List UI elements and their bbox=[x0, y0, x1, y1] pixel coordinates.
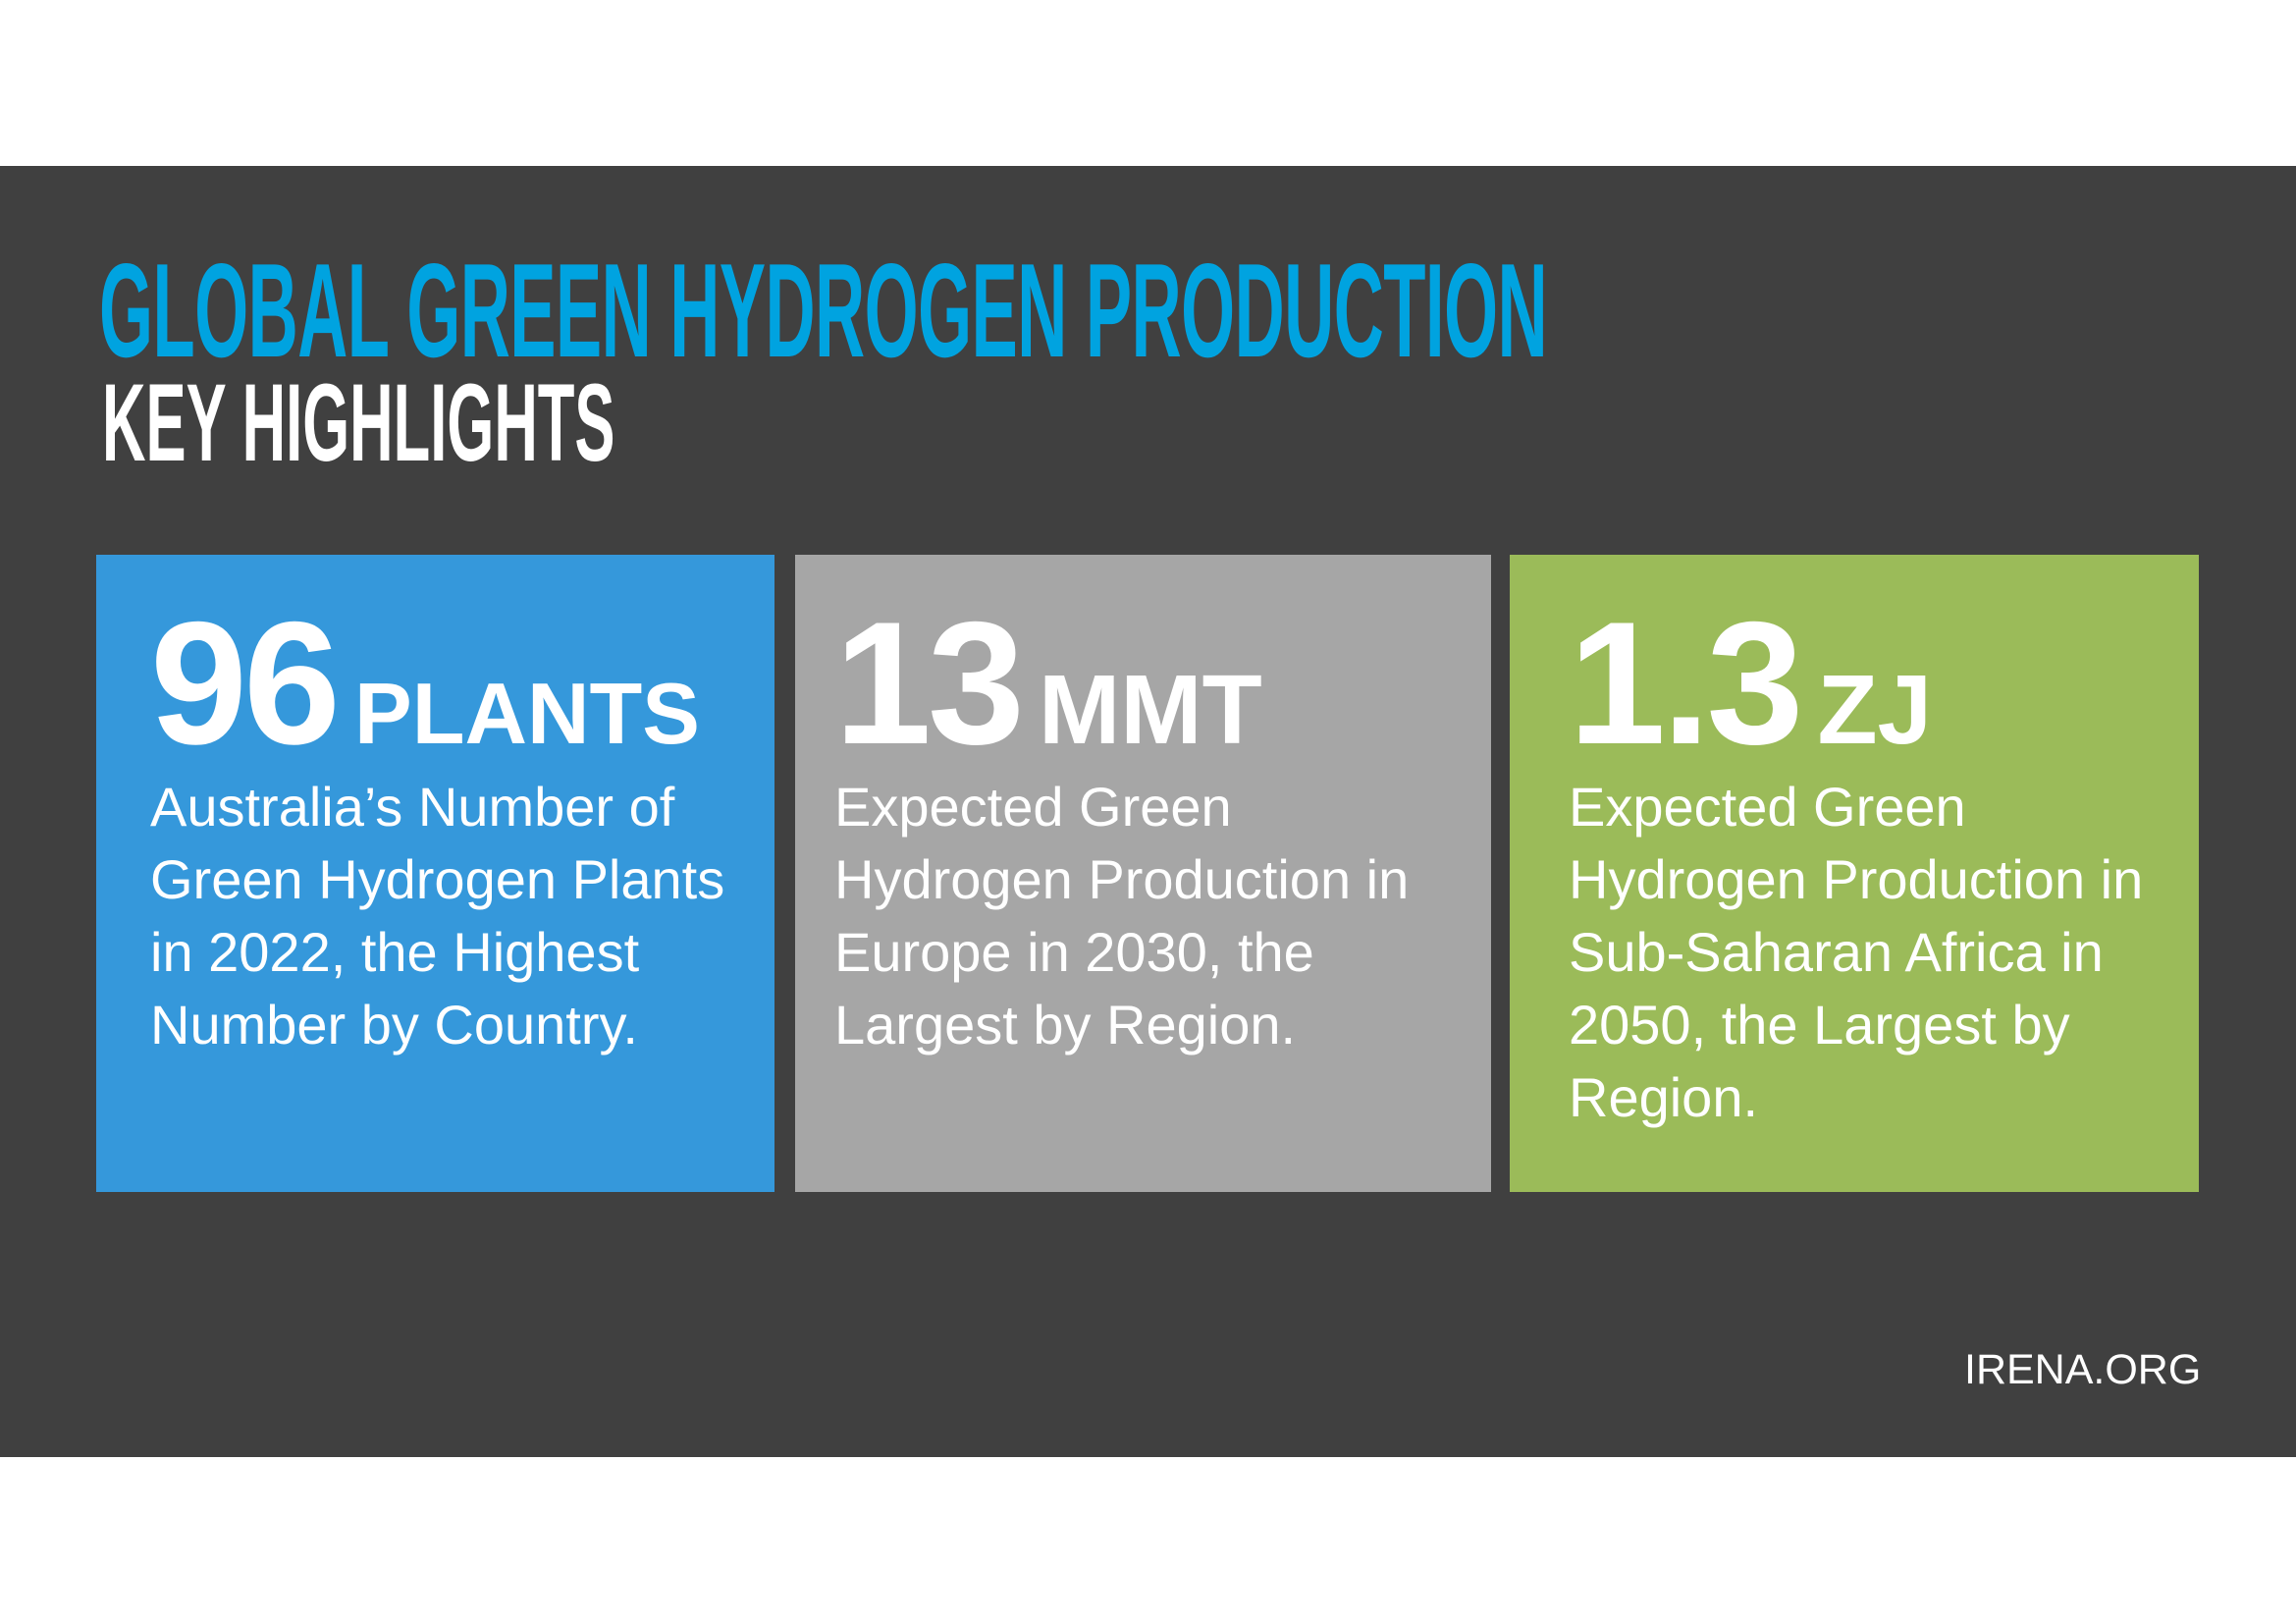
stat-value: 96 bbox=[150, 585, 341, 781]
stat-figure: 1.3 ZJ bbox=[1569, 590, 1932, 777]
stat-figure: 96 PLANTS bbox=[150, 590, 700, 777]
stat-unit: MMT bbox=[1039, 655, 1262, 765]
stat-unit: ZJ bbox=[1817, 655, 1933, 765]
stat-value: 1.3 bbox=[1569, 585, 1803, 781]
highlight-card-australia: 96 PLANTS Australia’s Number of Green Hyd… bbox=[96, 555, 774, 1192]
stat-unit: PLANTS bbox=[354, 665, 700, 762]
stat-value: 13 bbox=[834, 585, 1025, 781]
source-link[interactable]: IRENA.ORG bbox=[1964, 1346, 2202, 1393]
stat-description: Expected Green Hydrogen Production in Eu… bbox=[834, 776, 1410, 1056]
page-subtitle: KEY HIGHLIGHTS bbox=[102, 361, 615, 484]
page-title: GLOBAL GREEN HYDROGEN PRODUCTION bbox=[99, 236, 1548, 385]
highlight-card-sub-saharan-africa: 1.3 ZJ Expected Green Hydrogen Production… bbox=[1510, 555, 2199, 1192]
stat-description: Expected Green Hydrogen Production in Su… bbox=[1569, 776, 2144, 1128]
stat-description: Australia’s Number of Green Hydrogen Pla… bbox=[150, 776, 725, 1056]
stat-figure: 13 MMT bbox=[834, 590, 1262, 777]
highlight-card-europe: 13 MMT Expected Green Hydrogen Production… bbox=[795, 555, 1491, 1192]
